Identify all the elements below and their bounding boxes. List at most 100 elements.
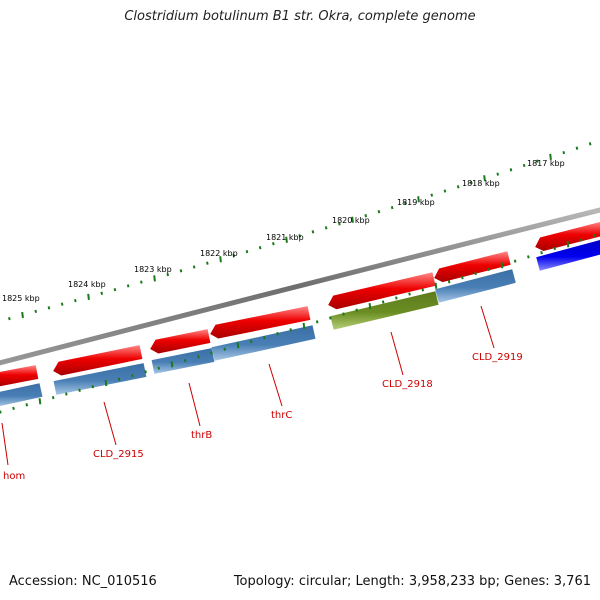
tick-mark	[38, 398, 42, 405]
tick-mark	[276, 332, 279, 336]
tick-mark	[197, 355, 200, 359]
tick-mark	[377, 210, 381, 214]
tick-mark	[408, 292, 411, 296]
tick-mark	[470, 180, 473, 185]
tick-mark	[74, 298, 77, 303]
leader-thrc	[268, 363, 283, 407]
tick-mark	[355, 308, 359, 312]
gene-arrow-cld-2915	[53, 345, 143, 376]
tick-mark	[562, 150, 566, 155]
accession-value: NC_010516	[81, 574, 157, 589]
topology-value: circular	[298, 574, 347, 589]
gene-label-hom: hom	[3, 471, 25, 482]
tick-mark	[381, 300, 385, 304]
tick-mark	[483, 175, 486, 182]
tick-mark	[513, 259, 517, 263]
tick-mark	[272, 242, 275, 246]
tick-mark	[157, 366, 161, 370]
tick-mark	[78, 388, 81, 392]
genes-value: 3,761	[553, 574, 591, 589]
leader-cld-2919	[480, 305, 495, 349]
tick-mark	[298, 234, 302, 238]
tick-mark	[588, 142, 592, 146]
tick-mark	[166, 272, 170, 277]
scale-label-1821: 1821 kbp	[266, 233, 304, 242]
tick-mark	[461, 276, 464, 280]
tick-mark	[487, 267, 491, 272]
tick-mark	[100, 291, 104, 295]
tick-mark	[447, 280, 451, 284]
tick-mark	[223, 347, 227, 351]
leader-cld-2915	[103, 401, 117, 446]
scale-label-1819: 1819 kbp	[397, 198, 435, 207]
gene-arrow-thrb-reverse	[151, 348, 215, 374]
topology-label: Topology:	[233, 574, 295, 589]
tick-mark	[144, 370, 147, 374]
scale-label-1820: 1820 kbp	[332, 216, 370, 225]
tick-mark	[404, 201, 407, 206]
tick-mark	[368, 302, 372, 310]
outer-tick-marks	[8, 142, 592, 321]
tick-mark	[496, 172, 500, 176]
tick-mark	[0, 410, 2, 414]
tick-mark	[342, 312, 345, 316]
tick-mark	[509, 168, 513, 172]
length-label: Length:	[355, 574, 405, 589]
gene-arrow-thrb	[150, 329, 211, 354]
tick-mark	[500, 262, 504, 269]
gene-arrow-cld-2915-reverse	[53, 363, 147, 395]
tick-mark	[351, 216, 354, 223]
tick-mark	[104, 379, 108, 387]
tick-mark	[258, 246, 262, 250]
tick-mark	[140, 280, 143, 284]
inner-tick-marks	[0, 234, 596, 414]
length-value: 3,958,233 bp	[408, 574, 496, 589]
scale-label-1823: 1823 kbp	[134, 265, 172, 274]
gene-arrow-cld-2920-reverse	[536, 240, 600, 271]
gene-label-leaders	[1, 305, 495, 466]
scale-labels: 1825 kbp 1824 kbp 1823 kbp 1822 kbp 1821…	[2, 159, 565, 303]
tick-mark	[91, 385, 95, 389]
tick-mark	[324, 226, 328, 230]
tick-mark	[249, 339, 253, 344]
tick-mark	[25, 403, 29, 407]
tick-mark	[549, 153, 552, 161]
tick-mark	[593, 234, 596, 238]
tick-mark	[417, 196, 420, 203]
tick-mark	[311, 230, 315, 234]
genome-summary: Topology: circular; Length: 3,958,233 bp…	[233, 574, 591, 589]
tick-mark	[456, 185, 460, 189]
tick-mark	[8, 316, 11, 321]
tick-mark	[87, 293, 90, 301]
tick-mark	[179, 269, 183, 273]
tick-mark	[315, 320, 319, 324]
tick-mark	[434, 282, 438, 289]
scale-label-1817: 1817 kbp	[527, 159, 565, 168]
tick-mark	[183, 358, 187, 363]
gene-arrow-hom-reverse	[0, 383, 43, 407]
tick-mark	[536, 159, 539, 163]
tick-mark	[285, 236, 288, 243]
tick-mark	[579, 238, 583, 242]
tick-mark	[206, 261, 209, 265]
tick-mark	[232, 253, 236, 258]
accession-label: Accession:	[9, 574, 78, 589]
tick-mark	[443, 189, 447, 193]
tick-mark	[329, 316, 332, 320]
gene-label-thrb: thrB	[191, 430, 212, 441]
tick-mark	[170, 361, 174, 368]
tick-mark	[153, 275, 156, 282]
leader-hom	[1, 422, 9, 466]
tick-mark	[289, 328, 293, 332]
tick-mark	[566, 241, 570, 248]
gene-arrow-cld-2918	[328, 272, 436, 310]
tick-mark	[21, 311, 24, 319]
tick-mark	[236, 342, 240, 349]
tick-mark	[338, 222, 341, 226]
gene-arrow-cld-2919-reverse	[435, 269, 516, 303]
tick-mark	[117, 377, 121, 381]
tick-mark	[395, 296, 398, 300]
tick-mark	[430, 193, 434, 197]
scale-label-1825: 1825 kbp	[2, 294, 40, 303]
tick-mark	[474, 271, 477, 276]
